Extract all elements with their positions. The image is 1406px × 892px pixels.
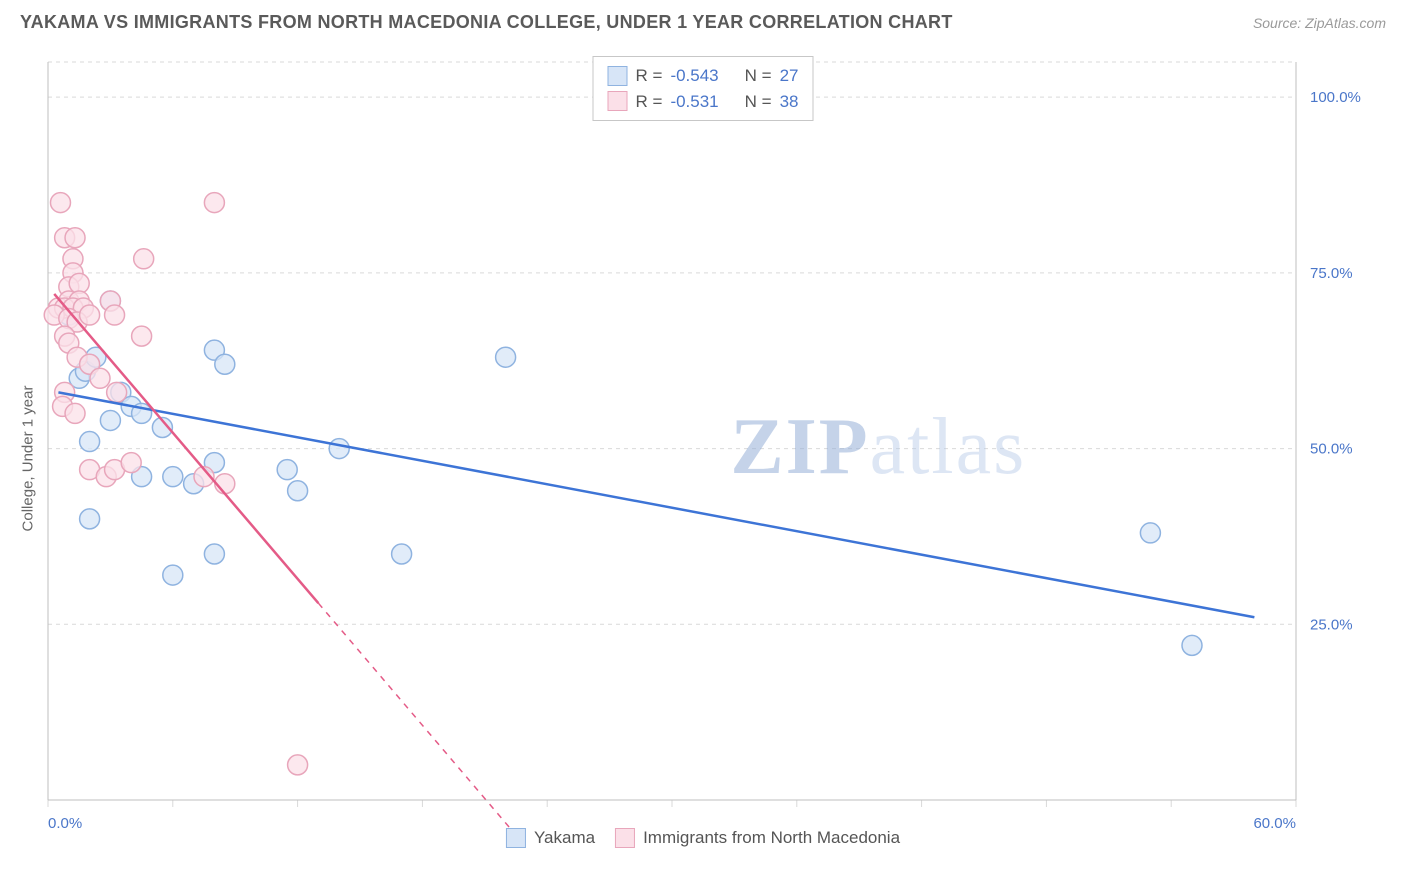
series-legend: Yakama Immigrants from North Macedonia bbox=[506, 828, 900, 848]
n-label: N = bbox=[745, 89, 772, 115]
svg-text:50.0%: 50.0% bbox=[1310, 441, 1353, 458]
series-legend-item: Yakama bbox=[506, 828, 595, 848]
svg-text:100.0%: 100.0% bbox=[1310, 89, 1361, 106]
series-label: Yakama bbox=[534, 828, 595, 848]
series-legend-item: Immigrants from North Macedonia bbox=[615, 828, 900, 848]
scatter-plot: 25.0% 50.0% 75.0% 100.0% 0.0% 60.0% bbox=[20, 50, 1386, 850]
r-label: R = bbox=[636, 63, 663, 89]
source-attribution: Source: ZipAtlas.com bbox=[1253, 15, 1386, 31]
correlation-legend: R = -0.543 N = 27 R = -0.531 N = 38 bbox=[593, 56, 814, 121]
series-label: Immigrants from North Macedonia bbox=[643, 828, 900, 848]
y-axis-label: College, Under 1 year bbox=[20, 386, 37, 532]
chart-title: YAKAMA VS IMMIGRANTS FROM NORTH MACEDONI… bbox=[20, 12, 953, 33]
legend-swatch bbox=[615, 828, 635, 848]
chart-header: YAKAMA VS IMMIGRANTS FROM NORTH MACEDONI… bbox=[0, 0, 1406, 41]
r-value: -0.531 bbox=[670, 89, 718, 115]
legend-swatch bbox=[506, 828, 526, 848]
svg-text:75.0%: 75.0% bbox=[1310, 265, 1353, 282]
r-value: -0.543 bbox=[670, 63, 718, 89]
n-label: N = bbox=[745, 63, 772, 89]
legend-swatch bbox=[608, 66, 628, 86]
correlation-legend-row: R = -0.531 N = 38 bbox=[608, 89, 799, 115]
chart-container: College, Under 1 year 25.0% 50.0% 75.0% 100… bbox=[20, 50, 1386, 850]
correlation-legend-row: R = -0.543 N = 27 bbox=[608, 63, 799, 89]
legend-swatch bbox=[608, 91, 628, 111]
svg-text:25.0%: 25.0% bbox=[1310, 616, 1353, 633]
n-value: 27 bbox=[780, 63, 799, 89]
svg-text:60.0%: 60.0% bbox=[1253, 815, 1296, 832]
r-label: R = bbox=[636, 89, 663, 115]
n-value: 38 bbox=[780, 89, 799, 115]
svg-text:0.0%: 0.0% bbox=[48, 815, 82, 832]
